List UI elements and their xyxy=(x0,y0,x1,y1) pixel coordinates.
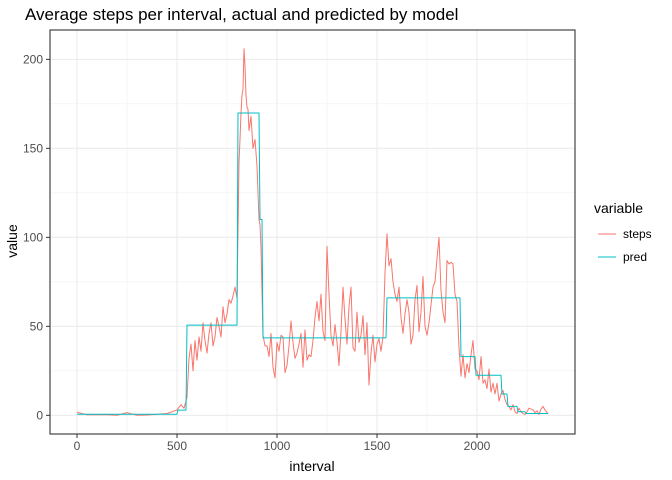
x-axis-title: interval xyxy=(289,458,334,474)
major-gridlines xyxy=(50,30,575,434)
plot-border xyxy=(49,29,576,435)
x-tick-label: 500 xyxy=(167,439,187,453)
legend-title: variable xyxy=(594,200,643,216)
x-tick-label: 0 xyxy=(74,439,81,453)
x-tick-label: 2000 xyxy=(464,439,491,453)
legend-label-steps: steps xyxy=(623,227,652,241)
y-axis: 0 50 100 150 200 xyxy=(23,52,50,422)
y-tick-label: 100 xyxy=(23,230,43,244)
plot-panel xyxy=(50,30,575,434)
y-axis-title: value xyxy=(4,224,20,258)
chart-title: Average steps per interval, actual and p… xyxy=(25,5,459,24)
y-tick-label: 0 xyxy=(36,408,43,422)
series-line-steps xyxy=(76,48,549,416)
series-line-pred xyxy=(77,112,548,415)
minor-gridlines xyxy=(50,30,575,434)
x-tick-label: 1000 xyxy=(264,439,291,453)
series-layer xyxy=(76,48,549,416)
x-tick-label: 1500 xyxy=(364,439,391,453)
y-tick-label: 50 xyxy=(30,319,44,333)
y-tick-label: 150 xyxy=(23,141,43,155)
x-axis: 0 500 1000 1500 2000 xyxy=(74,434,491,453)
legend: variable steps pred xyxy=(594,200,652,264)
plot-background xyxy=(50,30,575,434)
y-tick-label: 200 xyxy=(23,52,43,66)
legend-label-pred: pred xyxy=(623,250,647,264)
panel-border-rect xyxy=(49,29,576,435)
